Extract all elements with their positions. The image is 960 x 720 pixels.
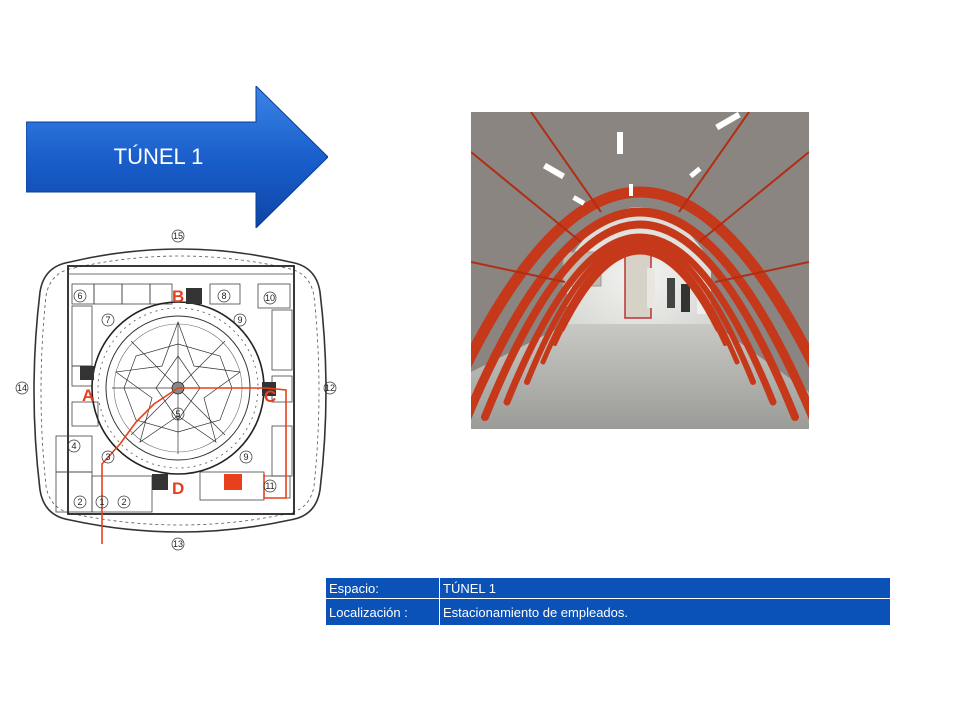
zone-label: 6 [77, 291, 82, 301]
zone-label: 3 [105, 452, 110, 462]
zone-label: 5 [175, 409, 180, 419]
marker-c: C [264, 387, 276, 406]
marker-a: A [82, 386, 94, 405]
zone-label: 15 [173, 231, 183, 241]
info-key-espacio: Espacio: [325, 577, 440, 599]
zone-label: 10 [265, 293, 275, 303]
tunnel-photo [471, 112, 809, 429]
zone-label: 11 [265, 481, 274, 491]
zone-label: 7 [105, 315, 110, 325]
info-table: Espacio: TÚNEL 1 Localización : Estacion… [325, 577, 891, 626]
marker-d: D [172, 479, 184, 498]
info-value-localizacion: Estacionamiento de empleados. [439, 598, 891, 626]
zone-label: 9 [243, 452, 248, 462]
zone-label: 8 [221, 291, 226, 301]
info-key-localizacion: Localización : [325, 598, 440, 626]
info-value-espacio: TÚNEL 1 [439, 577, 891, 599]
table-row: Espacio: TÚNEL 1 [325, 577, 891, 599]
zone-label: 14 [17, 383, 27, 393]
zone-label: 13 [173, 539, 183, 549]
zone-label: 2 [121, 497, 126, 507]
zone-label: 1 [99, 497, 104, 507]
table-row: Localización : Estacionamiento de emplea… [325, 598, 891, 626]
marker-b: B [172, 287, 184, 306]
zone-label: 12 [325, 383, 335, 393]
arrow-title: TÚNEL 1 [113, 144, 204, 169]
zone-label: 4 [71, 441, 76, 451]
tunnel-location-marker [224, 474, 242, 490]
title-arrow [26, 86, 328, 228]
zone-label: 2 [77, 497, 82, 507]
floor-plan: A B C D 1 2 2 3 4 5 6 7 8 9 9 10 11 12 1… [15, 229, 337, 551]
zone-label: 9 [237, 315, 242, 325]
